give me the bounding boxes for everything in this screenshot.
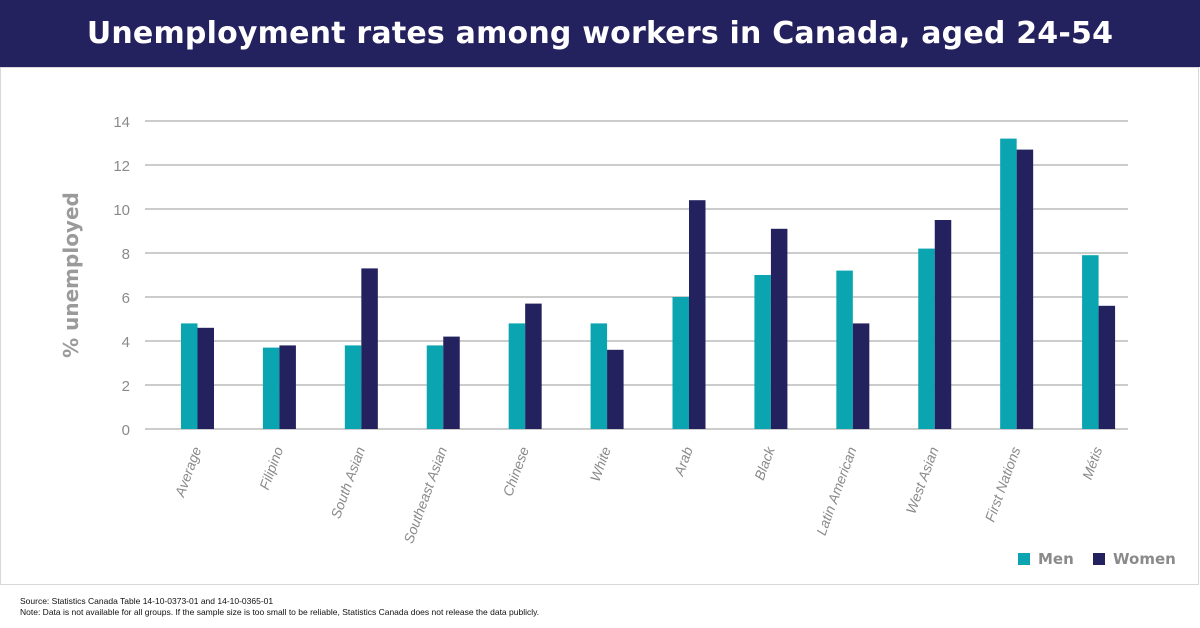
bar-men bbox=[754, 275, 771, 429]
chart-title: Unemployment rates among workers in Cana… bbox=[86, 16, 1114, 51]
bar-men bbox=[1082, 255, 1099, 429]
bar-women bbox=[525, 303, 542, 429]
x-tick-label: Arab bbox=[670, 444, 696, 478]
bar-women bbox=[852, 323, 870, 429]
bar-men bbox=[262, 347, 280, 429]
bar-women bbox=[279, 345, 296, 429]
x-tick-label: Southeast Asian bbox=[400, 444, 450, 545]
legend-label-men: Men bbox=[1038, 550, 1074, 568]
bar-men bbox=[918, 248, 935, 429]
x-tick-label: Métis bbox=[1079, 445, 1105, 482]
bar-women bbox=[197, 327, 214, 429]
bar-men bbox=[1000, 138, 1017, 429]
bar-women bbox=[934, 220, 952, 429]
y-tick-label: 8 bbox=[122, 246, 130, 263]
legend-label-women: Women bbox=[1113, 550, 1176, 568]
footer: Source: Statistics Canada Table 14-10-03… bbox=[20, 596, 539, 618]
bar-women bbox=[361, 268, 378, 429]
title-bar: Unemployment rates among workers in Cana… bbox=[0, 0, 1200, 67]
legend-swatch-men bbox=[1018, 553, 1030, 565]
bar-men bbox=[181, 323, 198, 429]
x-tick-label: Filipino bbox=[256, 444, 286, 491]
x-tick-label: First Nations bbox=[982, 445, 1024, 524]
y-tick-label: 0 bbox=[122, 422, 130, 439]
bar-chart: 0 2 4 6 8 10 12 14 % unemployed Average Filipino So… bbox=[59, 114, 1176, 568]
bar-men bbox=[672, 297, 689, 429]
x-tick-label: Average bbox=[171, 444, 204, 499]
y-tick-label: 6 bbox=[122, 290, 130, 307]
bar-men bbox=[590, 323, 608, 429]
bar-women bbox=[1098, 305, 1116, 429]
x-tick-label: South Asian bbox=[327, 444, 368, 520]
source-note: Source: Statistics Canada Table 14-10-03… bbox=[20, 596, 274, 606]
bar-women bbox=[689, 200, 706, 429]
x-tick-label: West Asian bbox=[903, 444, 942, 515]
y-axis-label: % unemployed bbox=[59, 192, 83, 358]
bar-men bbox=[344, 345, 362, 429]
bar-women bbox=[1016, 149, 1034, 429]
y-tick-label: 14 bbox=[113, 114, 130, 131]
x-tick-label: Chinese bbox=[499, 444, 532, 498]
x-tick-label: Latin American bbox=[813, 444, 860, 537]
x-tick-label: White bbox=[587, 444, 614, 483]
bar-men bbox=[836, 270, 853, 429]
y-tick-label: 10 bbox=[113, 202, 130, 219]
y-tick-label: 4 bbox=[122, 334, 130, 351]
x-tick-label: Black bbox=[751, 444, 778, 483]
bar-men bbox=[426, 345, 444, 429]
bar-men bbox=[508, 323, 526, 429]
y-tick-label: 12 bbox=[113, 158, 130, 175]
bar-women bbox=[607, 349, 624, 429]
y-tick-label: 2 bbox=[122, 378, 130, 395]
bar-women bbox=[770, 228, 788, 429]
data-note: Note: Data is not available for all grou… bbox=[20, 607, 540, 617]
legend-swatch-women bbox=[1093, 553, 1105, 565]
bar-women bbox=[443, 336, 460, 429]
